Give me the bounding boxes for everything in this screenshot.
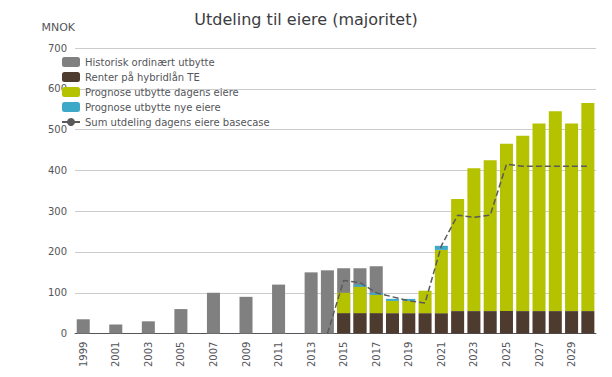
svg-text:500: 500 xyxy=(48,124,67,135)
svg-text:Renter på hybridlån TE: Renter på hybridlån TE xyxy=(85,71,200,83)
svg-text:2011: 2011 xyxy=(273,342,284,367)
svg-text:2019: 2019 xyxy=(403,342,414,367)
svg-text:2003: 2003 xyxy=(143,342,154,367)
svg-text:2007: 2007 xyxy=(208,342,219,367)
svg-text:2017: 2017 xyxy=(371,342,382,367)
svg-text:700: 700 xyxy=(48,43,67,54)
svg-text:1999: 1999 xyxy=(78,342,89,367)
svg-text:2021: 2021 xyxy=(436,342,447,367)
svg-text:2013: 2013 xyxy=(306,342,317,367)
svg-text:Utdeling til eiere (majoritet): Utdeling til eiere (majoritet) xyxy=(194,10,417,29)
svg-text:2027: 2027 xyxy=(534,342,545,367)
svg-text:2009: 2009 xyxy=(241,342,252,367)
svg-text:2023: 2023 xyxy=(468,342,479,367)
svg-text:2025: 2025 xyxy=(501,342,512,367)
svg-text:400: 400 xyxy=(48,165,67,176)
svg-text:Sum utdeling dagens eiere base: Sum utdeling dagens eiere basecase xyxy=(85,117,270,128)
svg-text:200: 200 xyxy=(48,246,67,257)
svg-text:100: 100 xyxy=(48,287,67,298)
svg-text:2005: 2005 xyxy=(175,342,186,367)
svg-text:2029: 2029 xyxy=(566,342,577,367)
svg-text:MNOK: MNOK xyxy=(41,21,75,34)
svg-text:Prognose utbytte dagens eiere: Prognose utbytte dagens eiere xyxy=(85,87,239,98)
svg-text:0: 0 xyxy=(61,328,67,339)
svg-text:2015: 2015 xyxy=(338,342,349,367)
svg-text:Historisk ordinært utbytte: Historisk ordinært utbytte xyxy=(85,57,215,68)
svg-text:300: 300 xyxy=(48,206,67,217)
svg-text:Prognose utbytte nye eiere: Prognose utbytte nye eiere xyxy=(85,102,221,113)
svg-text:2001: 2001 xyxy=(110,342,121,367)
svg-text:600: 600 xyxy=(48,83,68,95)
